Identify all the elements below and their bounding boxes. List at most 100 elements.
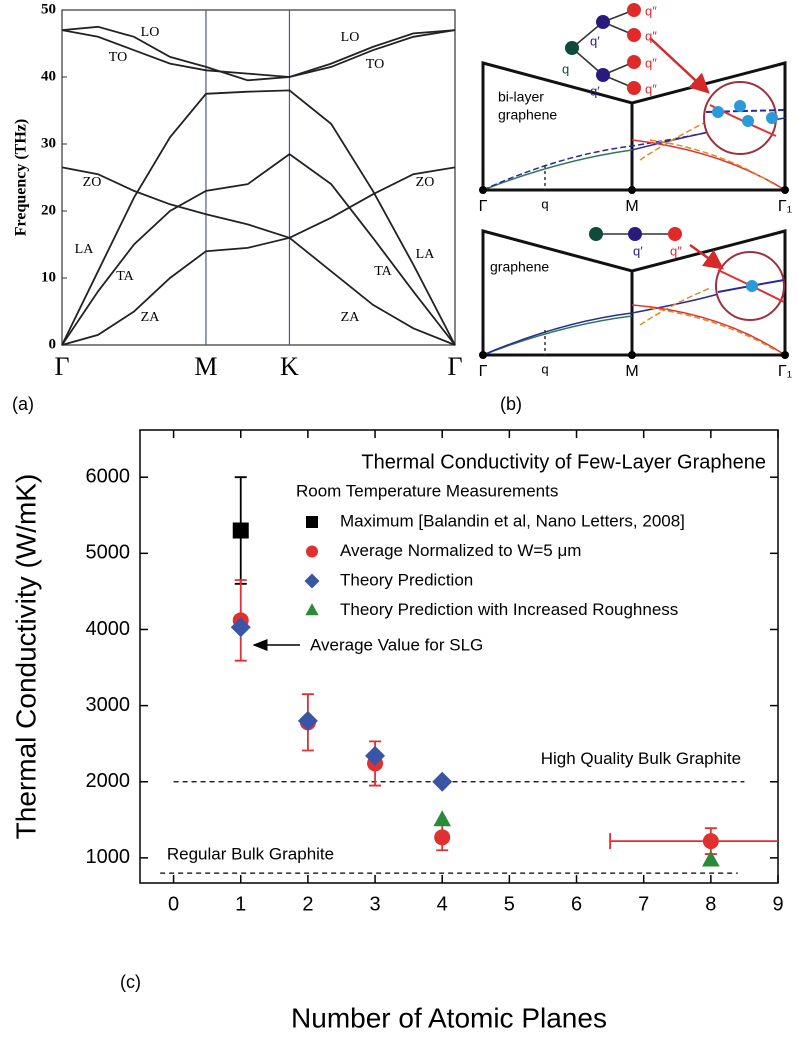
branch-label: LO [141,25,160,40]
point [479,186,487,194]
data-point [434,829,451,846]
legend-label: Theory Prediction with Increased Roughne… [340,600,678,619]
y-tick-label: 6000 [86,465,131,487]
phonon-label: q″ [645,81,657,96]
legend-label: Average Normalized to W=5 μm [340,541,581,560]
x-tick-label: 2 [302,893,313,915]
legend-label: Theory Prediction [340,570,473,589]
dispersion-branch [61,89,456,346]
plot-frame [61,9,456,346]
reference-label: High Quality Bulk Graphite [541,749,741,768]
phonon-node [668,227,682,241]
point-label: Γ₁ [778,363,792,380]
data-point [702,833,719,850]
diagram-title: bi-layer [498,89,544,105]
chart-subtitle: Room Temperature Measurements [296,481,558,500]
diagram-title: graphene [498,107,557,123]
point [781,351,789,359]
data-point [365,745,386,766]
phonon-node [627,81,641,95]
branch-label: LA [75,242,95,257]
zoom-point [712,106,724,118]
data-point [232,522,249,539]
dispersion-branch [61,166,456,239]
panel-a: 0 10 20 30 40 50 Γ M K Γ Frequency (THz) (a) LO LO TO T… [12,1,463,413]
phonon-node [589,227,603,241]
panel-label: (c) [120,972,141,992]
phonon-node [596,15,610,29]
y-tick-label: 3000 [86,694,131,716]
point-label: Γ [479,363,488,380]
zoom-point [734,100,746,112]
branch-label: ZA [341,310,361,325]
panel-label: (b) [500,394,522,414]
y-tick-label: 0 [49,336,57,352]
phonon-node [627,3,641,17]
phonon-label: q″ [645,55,657,70]
phonon-label: q′ [633,243,643,258]
phonon-node [627,55,641,69]
diagram-title: graphene [490,259,549,275]
branch-label: ZA [141,310,161,325]
x-tick-label: 1 [235,893,246,915]
y-tick-label: 4000 [86,618,131,640]
point [781,186,789,194]
x-tick-label: Γ [54,352,69,381]
y-tick-label: 10 [41,269,56,285]
point [628,186,636,194]
x-tick-label: M [194,352,217,381]
point-label: q [541,196,548,211]
branch-label: LA [416,247,436,262]
x-tick-label: 5 [504,893,515,915]
phonon-node [565,41,579,55]
y-tick-label: 20 [41,202,56,218]
graphene-curves [482,287,786,356]
point-label: M [625,363,638,380]
zoom-point [742,115,754,127]
branch-label: TO [109,50,127,65]
chart-title: Thermal Conductivity of Few-Layer Graphe… [361,451,766,473]
x-tick-label: 3 [369,893,380,915]
y-tick-label: 2000 [86,770,131,792]
x-error-bar [609,833,778,850]
x-axis-label: Number of Atomic Planes [291,1002,607,1033]
zoom-point [746,280,758,292]
phonon-node [627,28,641,42]
panel-b: q q′ q′ q″ q″ q″ q″ bi-layer graphene Γ … [479,3,792,414]
x-tick-label: Γ [447,352,462,381]
data-point [702,850,720,867]
branch-label: LO [341,30,360,45]
phonon-node [628,227,642,241]
point-label: q [541,361,548,376]
y-tick-label: 40 [41,68,56,84]
legend-marker [306,545,318,558]
y-tick-label: 50 [41,1,56,17]
legend-marker [306,516,318,528]
branch-label: TA [374,264,392,279]
phonon-node [596,68,610,82]
branch-label: ZO [83,175,102,190]
phonon-label: q″ [645,3,657,18]
arrow [649,37,710,94]
x-tick-label: K [280,352,299,381]
x-tick-label: 4 [437,893,448,915]
branch-label: TA [116,269,134,284]
x-tick-label: 8 [705,893,716,915]
data-point [297,710,318,731]
phonon-label: q″ [645,28,657,43]
branch-label: TO [366,57,384,72]
y-tick-label: 30 [41,135,56,151]
phonon-label: q′ [590,83,600,98]
y-axis-label: Thermal Conductivity (W/mK) [10,474,41,840]
point [479,351,487,359]
point-label: M [625,198,638,215]
legend-label: Maximum [Balandin et al, Nano Letters, 2… [340,511,685,530]
annotation: Average Value for SLG [310,635,483,654]
data-point [433,810,452,827]
zoom-circle [703,81,777,155]
dispersion-branch [61,29,456,78]
x-tick-label: 6 [571,893,582,915]
dispersion-branch [61,152,456,346]
x-tick-label: 7 [638,893,649,915]
